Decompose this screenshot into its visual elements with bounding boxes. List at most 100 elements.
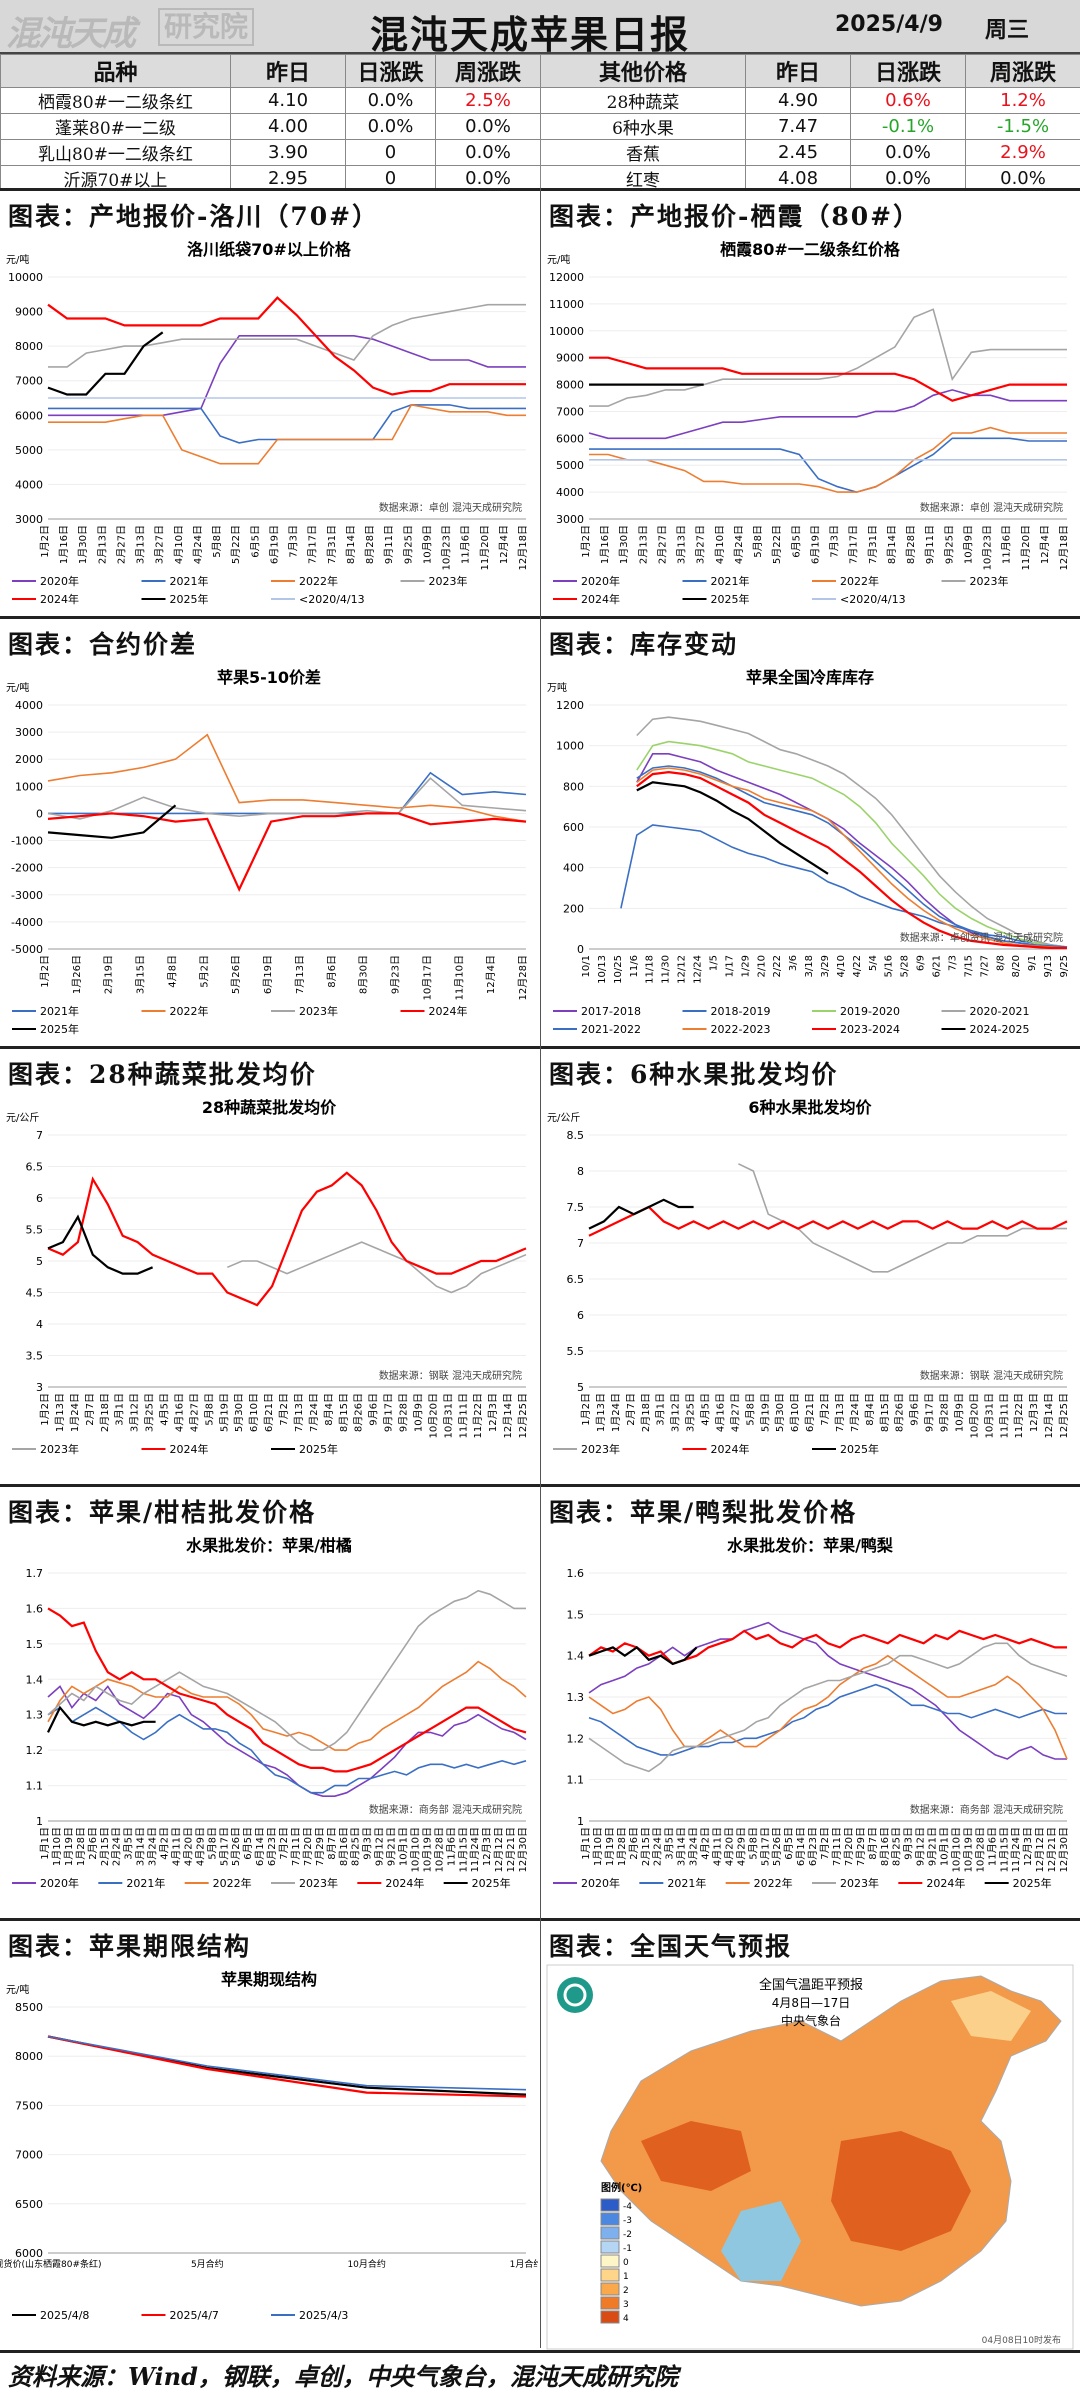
- x-tick-label: 4月5日: [159, 1393, 171, 1426]
- x-tick-label: 6月19日: [809, 525, 821, 564]
- x-tick-label: 4月8日: [166, 955, 178, 988]
- y-tick-label: 1.3: [567, 1691, 585, 1704]
- x-tick-label: 10月23日: [982, 525, 994, 570]
- x-tick-label: 12月18日: [517, 525, 529, 570]
- x-tick-label: 12月14日: [502, 1393, 514, 1438]
- legend-label: 2023年: [429, 574, 468, 588]
- x-tick-label: 8月16日: [338, 1827, 350, 1866]
- x-tick-label: 10月31日: [442, 1393, 454, 1438]
- x-tick-label: 7月2日: [819, 1827, 831, 1860]
- legend-label: 2021年: [40, 1004, 79, 1018]
- legend-color-box: [601, 2297, 619, 2309]
- x-tick-label: 11/30: [661, 955, 672, 984]
- price-cell-oprev: 7.47: [746, 114, 851, 140]
- legend-label: 2021年: [126, 1876, 165, 1890]
- y-tick-label: 5000: [556, 459, 584, 472]
- x-tick-label: 10/13: [597, 955, 608, 984]
- chart-title: 栖霞80#一二级条红价格: [720, 240, 901, 259]
- legend-color-box: [601, 2241, 619, 2253]
- x-tick-label: 4月11日: [170, 1827, 182, 1866]
- data-source: 数据来源：钢联 混沌天成研究院: [920, 1369, 1063, 1382]
- x-tick-label: 6月21日: [263, 1393, 275, 1432]
- x-tick-label: 5月8日: [203, 1393, 215, 1426]
- y-tick-label: 6000: [15, 409, 43, 422]
- y-tick-label: 1.1: [567, 1774, 585, 1787]
- x-tick-label: 11月20日: [479, 525, 491, 570]
- x-tick-label: 4月10日: [173, 525, 185, 564]
- chart-title: 洛川纸袋70#以上价格: [187, 240, 352, 259]
- x-tick-label: 10月10日: [409, 1827, 421, 1872]
- y-tick-label: 5: [36, 1255, 43, 1268]
- x-tick-label: 5月8日: [744, 1393, 756, 1426]
- col-header: 日涨跌: [346, 55, 436, 88]
- panel-contract-spread: 图表：合约价差 苹果5-10价差元/吨-5000-4000-3000-2000-…: [0, 616, 540, 1046]
- x-tick-label: 4月10日: [714, 525, 726, 564]
- x-tick-label: 12月28日: [517, 955, 529, 1000]
- chart-title: 水果批发价：苹果/鸭梨: [727, 1536, 894, 1555]
- x-tick-label: 1月10日: [51, 1827, 63, 1866]
- legend-value: -4: [623, 2202, 632, 2212]
- x-tick-label: 1月合约: [510, 2258, 538, 2270]
- data-source: 数据来源：卓创 混沌天成研究院: [379, 501, 522, 514]
- x-tick-label: 1月24日: [69, 1393, 81, 1432]
- x-tick-label: 10月20日: [968, 1393, 980, 1438]
- y-tick-label: 1.6: [26, 1602, 44, 1615]
- legend-label: 2017-2018: [581, 1005, 641, 1018]
- x-tick-label: 4月20日: [182, 1827, 194, 1866]
- price-cell-name: 乳山80#一二级条红: [1, 140, 231, 166]
- x-tick-label: 7月31日: [867, 525, 879, 564]
- x-tick-label: 7月24日: [849, 1393, 861, 1432]
- x-tick-label: 10月19日: [962, 1827, 974, 1872]
- x-tick-label: 8月25日: [891, 1827, 903, 1866]
- x-tick-label: 12月12日: [493, 1827, 505, 1872]
- x-tick-label: 3月12日: [670, 1393, 682, 1432]
- x-tick-label: 8月28日: [364, 525, 376, 564]
- x-tick-label: 5/16: [884, 955, 895, 977]
- x-tick-label: 3月14日: [676, 1827, 688, 1866]
- x-tick-label: 8月7日: [326, 1827, 338, 1860]
- x-tick-label: 12月30日: [517, 1827, 529, 1872]
- data-source: 数据来源：卓创资讯 混沌天成研究院: [900, 931, 1063, 944]
- legend-label: 2021年: [170, 574, 209, 588]
- x-tick-label: 1月26日: [71, 955, 83, 994]
- data-source: 数据来源：商务部 混沌天成研究院: [369, 1803, 522, 1816]
- x-tick-label: 11/18: [645, 955, 656, 984]
- x-tick-label: 4月5日: [700, 1393, 712, 1426]
- x-tick-label: 12月4日: [1039, 525, 1051, 564]
- x-tick-label: 8月14日: [886, 525, 898, 564]
- price-cell-name: 栖霞80#一二级条红: [1, 88, 231, 114]
- x-tick-label: 1月13日: [595, 1393, 607, 1432]
- x-tick-label: 5/4: [868, 955, 879, 971]
- x-tick-label: 8月26日: [894, 1393, 906, 1432]
- x-tick-label: 6/21: [932, 955, 943, 977]
- y-tick-label: 1: [577, 1815, 584, 1828]
- price-cell-oday: -0.1%: [851, 114, 966, 140]
- x-tick-label: 5月8日: [211, 525, 223, 558]
- x-tick-label: 4/22: [852, 955, 863, 977]
- panel-title: 图表：合约价差: [8, 625, 197, 661]
- col-header: 其他价格: [541, 55, 746, 88]
- y-tick-label: 3000: [15, 726, 43, 739]
- x-tick-label: 12月25日: [517, 1393, 529, 1438]
- x-tick-label: 5月22日: [230, 525, 242, 564]
- price-cell-oweek: 1.2%: [966, 88, 1080, 114]
- weather-map: 全国气温距平预报 4月8日—17日 中央气象台 图例(℃)-4-3-2-1012…: [541, 1961, 1079, 2353]
- price-cell-prev: 3.90: [231, 140, 346, 166]
- y-tick-label: 1000: [556, 740, 584, 753]
- legend-label: 2020年: [581, 1876, 620, 1890]
- y-tick-label: 8: [577, 1165, 584, 1178]
- x-tick-label: 8月15日: [879, 1393, 891, 1432]
- y-tick-label: 3000: [15, 513, 43, 526]
- legend-color-box: [601, 2227, 619, 2239]
- y-tick-label: 1.4: [26, 1673, 44, 1686]
- panel-title: 图表：28种蔬菜批发均价: [8, 1055, 317, 1091]
- y-tick-label: 8000: [15, 340, 43, 353]
- series-line-1: [48, 1173, 526, 1305]
- x-tick-label: 1/17: [724, 955, 735, 977]
- y-tick-label: 6: [577, 1309, 584, 1322]
- y-tick-label: 5000: [15, 444, 43, 457]
